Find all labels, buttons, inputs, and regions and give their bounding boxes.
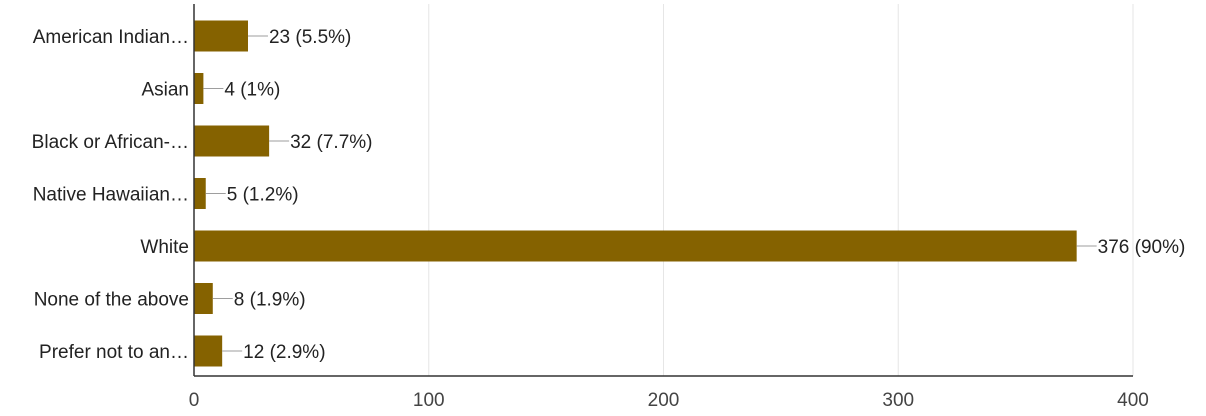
data-label-6: 12 (2.9%) <box>243 342 325 363</box>
data-label-3: 5 (1.2%) <box>227 185 299 206</box>
x-tick-label-400: 400 <box>1117 390 1149 411</box>
category-label-5: None of the above <box>34 290 189 311</box>
bar-5 <box>194 283 213 314</box>
data-label-4: 376 (90%) <box>1098 237 1186 258</box>
axes <box>193 4 1133 377</box>
bar-4 <box>194 230 1077 262</box>
bar-2 <box>194 125 270 157</box>
category-label-0: American Indian… <box>33 27 189 48</box>
bar-1 <box>194 73 204 104</box>
bar-3 <box>194 178 206 209</box>
data-label-1: 4 (1%) <box>224 80 280 101</box>
category-label-3: Native Hawaiian… <box>33 185 189 206</box>
bar-6 <box>194 335 223 367</box>
labels: 0 100 200 300 400 23 (5.5%) American Indian… 4 … <box>32 27 1186 411</box>
category-label-6: Prefer not to an… <box>39 342 189 363</box>
x-tick-label-300: 300 <box>882 390 914 411</box>
category-label-1: Asian <box>141 80 189 101</box>
bars <box>194 20 1077 367</box>
data-label-0: 23 (5.5%) <box>269 27 351 48</box>
x-tick-label-200: 200 <box>648 390 680 411</box>
data-label-5: 8 (1.9%) <box>234 290 306 311</box>
x-tick-label-100: 100 <box>413 390 445 411</box>
category-label-2: Black or African-… <box>32 132 189 153</box>
grid-lines <box>428 4 1134 376</box>
x-tick-label-0: 0 <box>189 390 200 411</box>
category-label-4: White <box>140 237 189 258</box>
bar-0 <box>194 20 248 52</box>
data-label-2: 32 (7.7%) <box>290 132 372 153</box>
